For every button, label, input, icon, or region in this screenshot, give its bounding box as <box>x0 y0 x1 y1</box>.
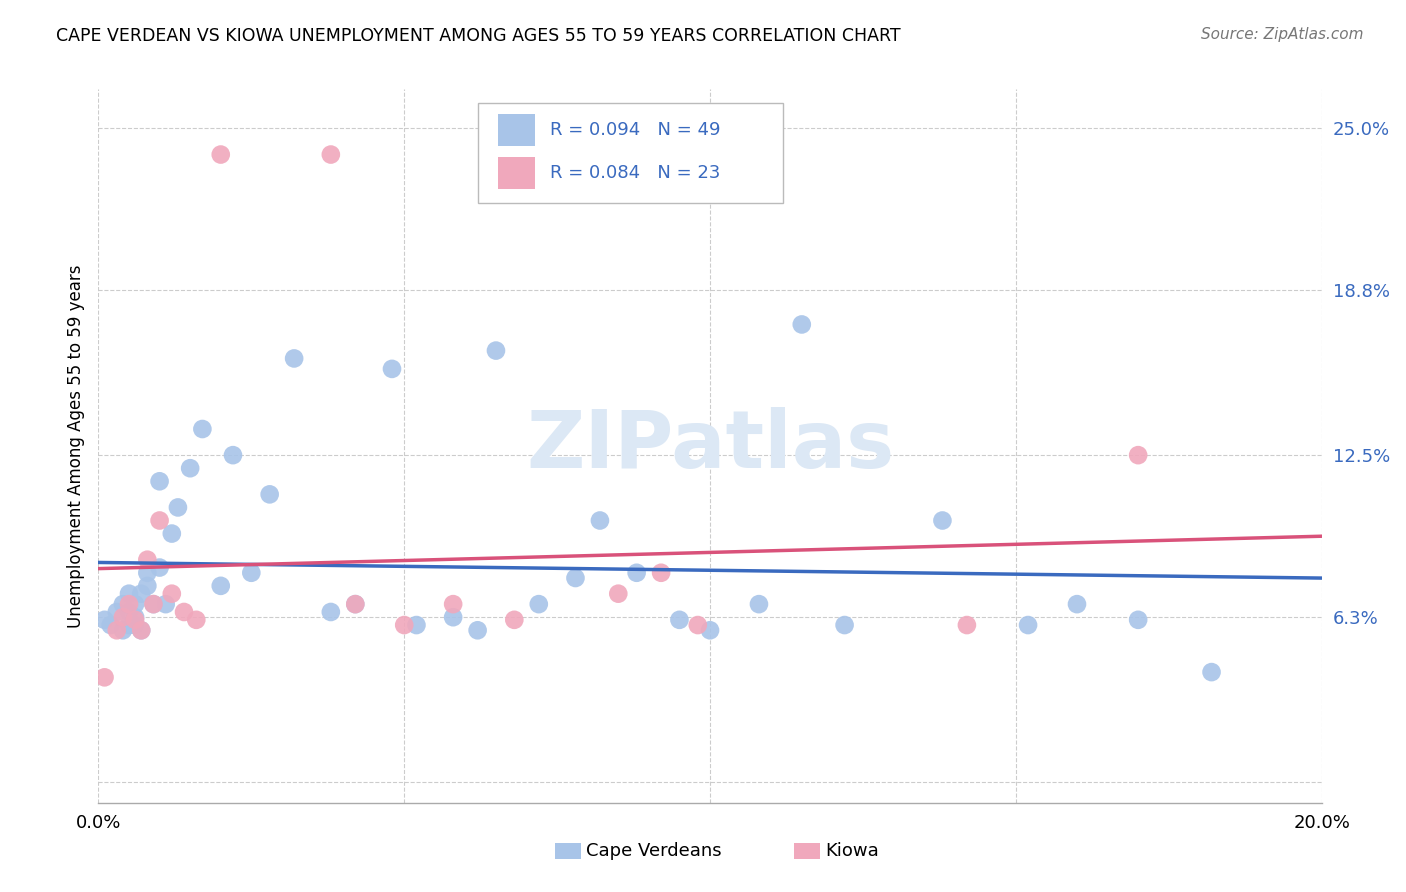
Point <box>124 597 146 611</box>
Point <box>748 597 770 611</box>
Point <box>699 624 721 638</box>
Point <box>93 670 115 684</box>
Point <box>209 579 232 593</box>
Point <box>589 514 612 528</box>
Text: R = 0.084   N = 23: R = 0.084 N = 23 <box>550 164 720 182</box>
Point <box>834 618 856 632</box>
Point <box>124 610 146 624</box>
Point <box>105 605 128 619</box>
FancyBboxPatch shape <box>478 103 783 203</box>
Point <box>173 605 195 619</box>
Text: CAPE VERDEAN VS KIOWA UNEMPLOYMENT AMONG AGES 55 TO 59 YEARS CORRELATION CHART: CAPE VERDEAN VS KIOWA UNEMPLOYMENT AMONG… <box>56 27 901 45</box>
Point <box>142 597 165 611</box>
Point <box>124 618 146 632</box>
Point <box>527 597 550 611</box>
Point <box>381 362 404 376</box>
Point <box>186 613 208 627</box>
Point <box>149 560 172 574</box>
Point <box>179 461 201 475</box>
Text: Source: ZipAtlas.com: Source: ZipAtlas.com <box>1201 27 1364 42</box>
Point <box>405 618 427 632</box>
Point <box>441 597 464 611</box>
Point <box>118 618 141 632</box>
Point <box>160 587 183 601</box>
Point <box>1066 597 1088 611</box>
Point <box>503 613 526 627</box>
Point <box>222 448 245 462</box>
Point <box>931 514 953 528</box>
Point <box>111 597 134 611</box>
Text: ZIPatlas: ZIPatlas <box>526 407 894 485</box>
Point <box>392 618 416 632</box>
Point <box>790 318 813 332</box>
Point <box>668 613 690 627</box>
Text: R = 0.094   N = 49: R = 0.094 N = 49 <box>550 121 720 139</box>
Point <box>136 579 159 593</box>
Point <box>283 351 305 366</box>
Point <box>564 571 586 585</box>
Point <box>626 566 648 580</box>
Point <box>129 624 152 638</box>
Point <box>136 552 159 566</box>
Point <box>129 587 152 601</box>
Point <box>129 624 152 638</box>
Point <box>191 422 214 436</box>
Text: Kiowa: Kiowa <box>825 842 879 860</box>
Point <box>149 475 172 489</box>
Point <box>149 514 172 528</box>
Point <box>259 487 281 501</box>
Point <box>1128 448 1150 462</box>
Point <box>344 597 367 611</box>
Point <box>319 605 342 619</box>
Y-axis label: Unemployment Among Ages 55 to 59 years: Unemployment Among Ages 55 to 59 years <box>66 264 84 628</box>
Point <box>209 147 232 161</box>
Point <box>686 618 709 632</box>
Point <box>240 566 263 580</box>
Point <box>319 147 342 161</box>
Point <box>650 566 672 580</box>
Point <box>956 618 979 632</box>
Point <box>111 610 134 624</box>
Point <box>111 624 134 638</box>
Point <box>467 624 489 638</box>
Text: Cape Verdeans: Cape Verdeans <box>586 842 721 860</box>
Point <box>105 624 128 638</box>
Point <box>100 618 122 632</box>
Point <box>155 597 177 611</box>
Point <box>142 597 165 611</box>
Point <box>167 500 190 515</box>
FancyBboxPatch shape <box>498 157 536 189</box>
Point <box>485 343 508 358</box>
Point <box>124 613 146 627</box>
Point <box>1017 618 1039 632</box>
Point <box>607 587 630 601</box>
Point <box>160 526 183 541</box>
Point <box>344 597 367 611</box>
Point <box>1128 613 1150 627</box>
Point <box>118 605 141 619</box>
Point <box>1201 665 1223 679</box>
Point <box>118 587 141 601</box>
FancyBboxPatch shape <box>498 114 536 146</box>
Point <box>118 597 141 611</box>
Point <box>441 610 464 624</box>
Point <box>136 566 159 580</box>
Point <box>93 613 115 627</box>
